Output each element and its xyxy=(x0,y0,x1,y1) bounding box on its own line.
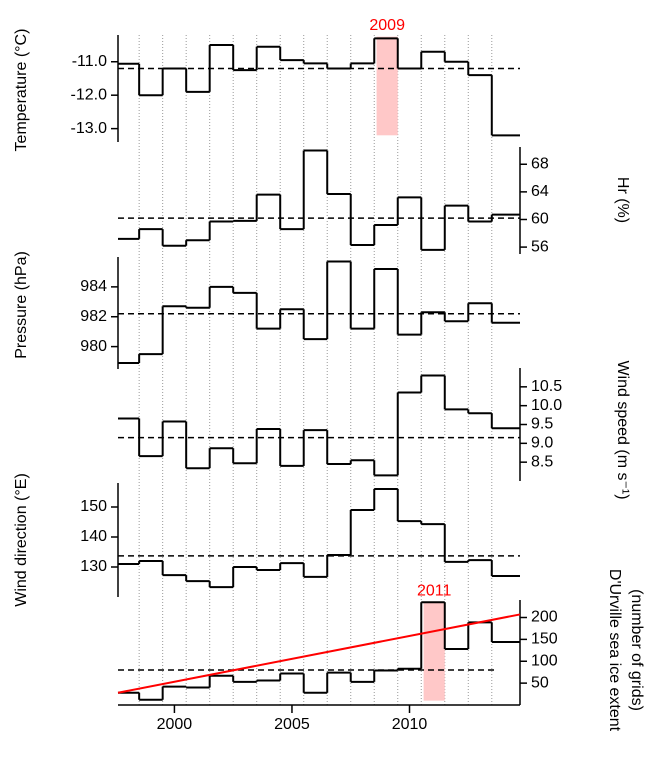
highlight-box xyxy=(423,602,445,701)
y-tick-label: 8.5 xyxy=(531,453,553,470)
highlight-box xyxy=(376,36,398,136)
y-tick-label: 10.0 xyxy=(531,397,562,414)
y-tick-label: 140 xyxy=(80,528,107,545)
y-tick-label: 200 xyxy=(531,609,558,626)
y-tick-label: 50 xyxy=(531,674,549,691)
y-tick-label: 9.0 xyxy=(531,435,553,452)
y-tick-label: 68 xyxy=(531,155,549,172)
y-tick-label: 9.5 xyxy=(531,416,553,433)
y-axis-label: Wind direction (°E) xyxy=(13,473,30,607)
highlight-label: 2009 xyxy=(369,17,405,34)
y-tick-label: 984 xyxy=(80,278,107,295)
y-tick-label: -13.0 xyxy=(71,120,108,137)
y-tick-label: -11.0 xyxy=(72,53,107,70)
y-tick-label: 980 xyxy=(80,338,107,355)
y-axis-label: Pressure (hPa) xyxy=(13,251,30,359)
y-tick-label: 150 xyxy=(80,498,107,515)
y-axis-label: Hr (%) xyxy=(614,177,631,223)
y-tick-label: 64 xyxy=(531,183,549,200)
y-tick-label: 60 xyxy=(531,211,549,228)
y-tick-label: 56 xyxy=(531,238,549,255)
y-tick-label: 10.5 xyxy=(531,378,562,395)
x-tick-label: 2005 xyxy=(274,716,310,733)
y-tick-label: 150 xyxy=(531,631,558,648)
highlight-label: 2011 xyxy=(417,582,452,599)
y-axis-label: Temperature (°C) xyxy=(13,29,30,152)
y-tick-label: 100 xyxy=(531,652,558,669)
y-tick-label: 982 xyxy=(80,308,107,325)
y-axis-label: (number of grids) xyxy=(628,589,645,711)
x-tick-label: 2000 xyxy=(157,716,193,733)
trend-line xyxy=(117,613,521,694)
y-tick-label: 130 xyxy=(80,558,107,575)
x-tick-label: 2010 xyxy=(392,716,428,733)
y-axis-label: D'Urville sea ice extent xyxy=(606,569,623,732)
y-axis-label: Wind speed (m s⁻¹) xyxy=(614,360,631,499)
y-tick-label: -12.0 xyxy=(71,86,108,103)
